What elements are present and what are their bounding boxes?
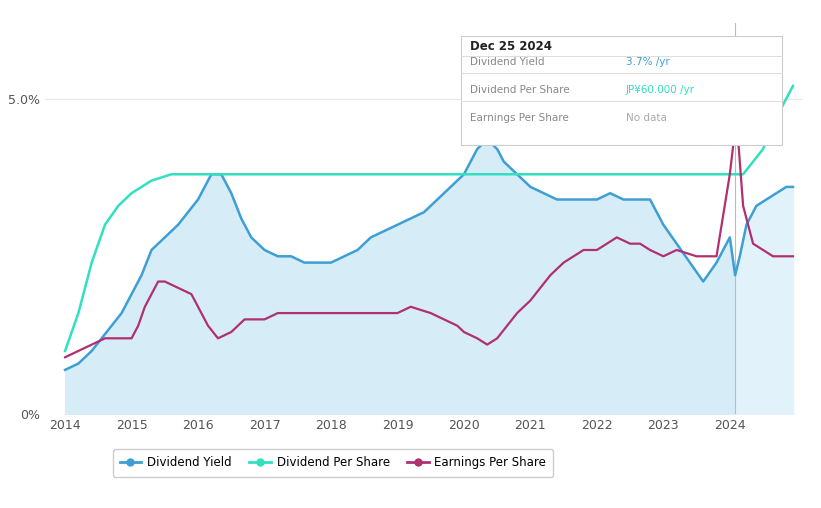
Text: Dividend Yield: Dividend Yield: [470, 57, 544, 67]
Text: Earnings Per Share: Earnings Per Share: [470, 113, 568, 123]
Text: Past: Past: [738, 67, 763, 80]
Legend: Dividend Yield, Dividend Per Share, Earnings Per Share: Dividend Yield, Dividend Per Share, Earn…: [112, 450, 553, 477]
Text: No data: No data: [626, 113, 667, 123]
Text: Dec 25 2024: Dec 25 2024: [470, 40, 552, 53]
Text: Dividend Per Share: Dividend Per Share: [470, 85, 569, 95]
Text: JP¥60.000 /yr: JP¥60.000 /yr: [626, 85, 695, 95]
Text: 3.7% /yr: 3.7% /yr: [626, 57, 669, 67]
